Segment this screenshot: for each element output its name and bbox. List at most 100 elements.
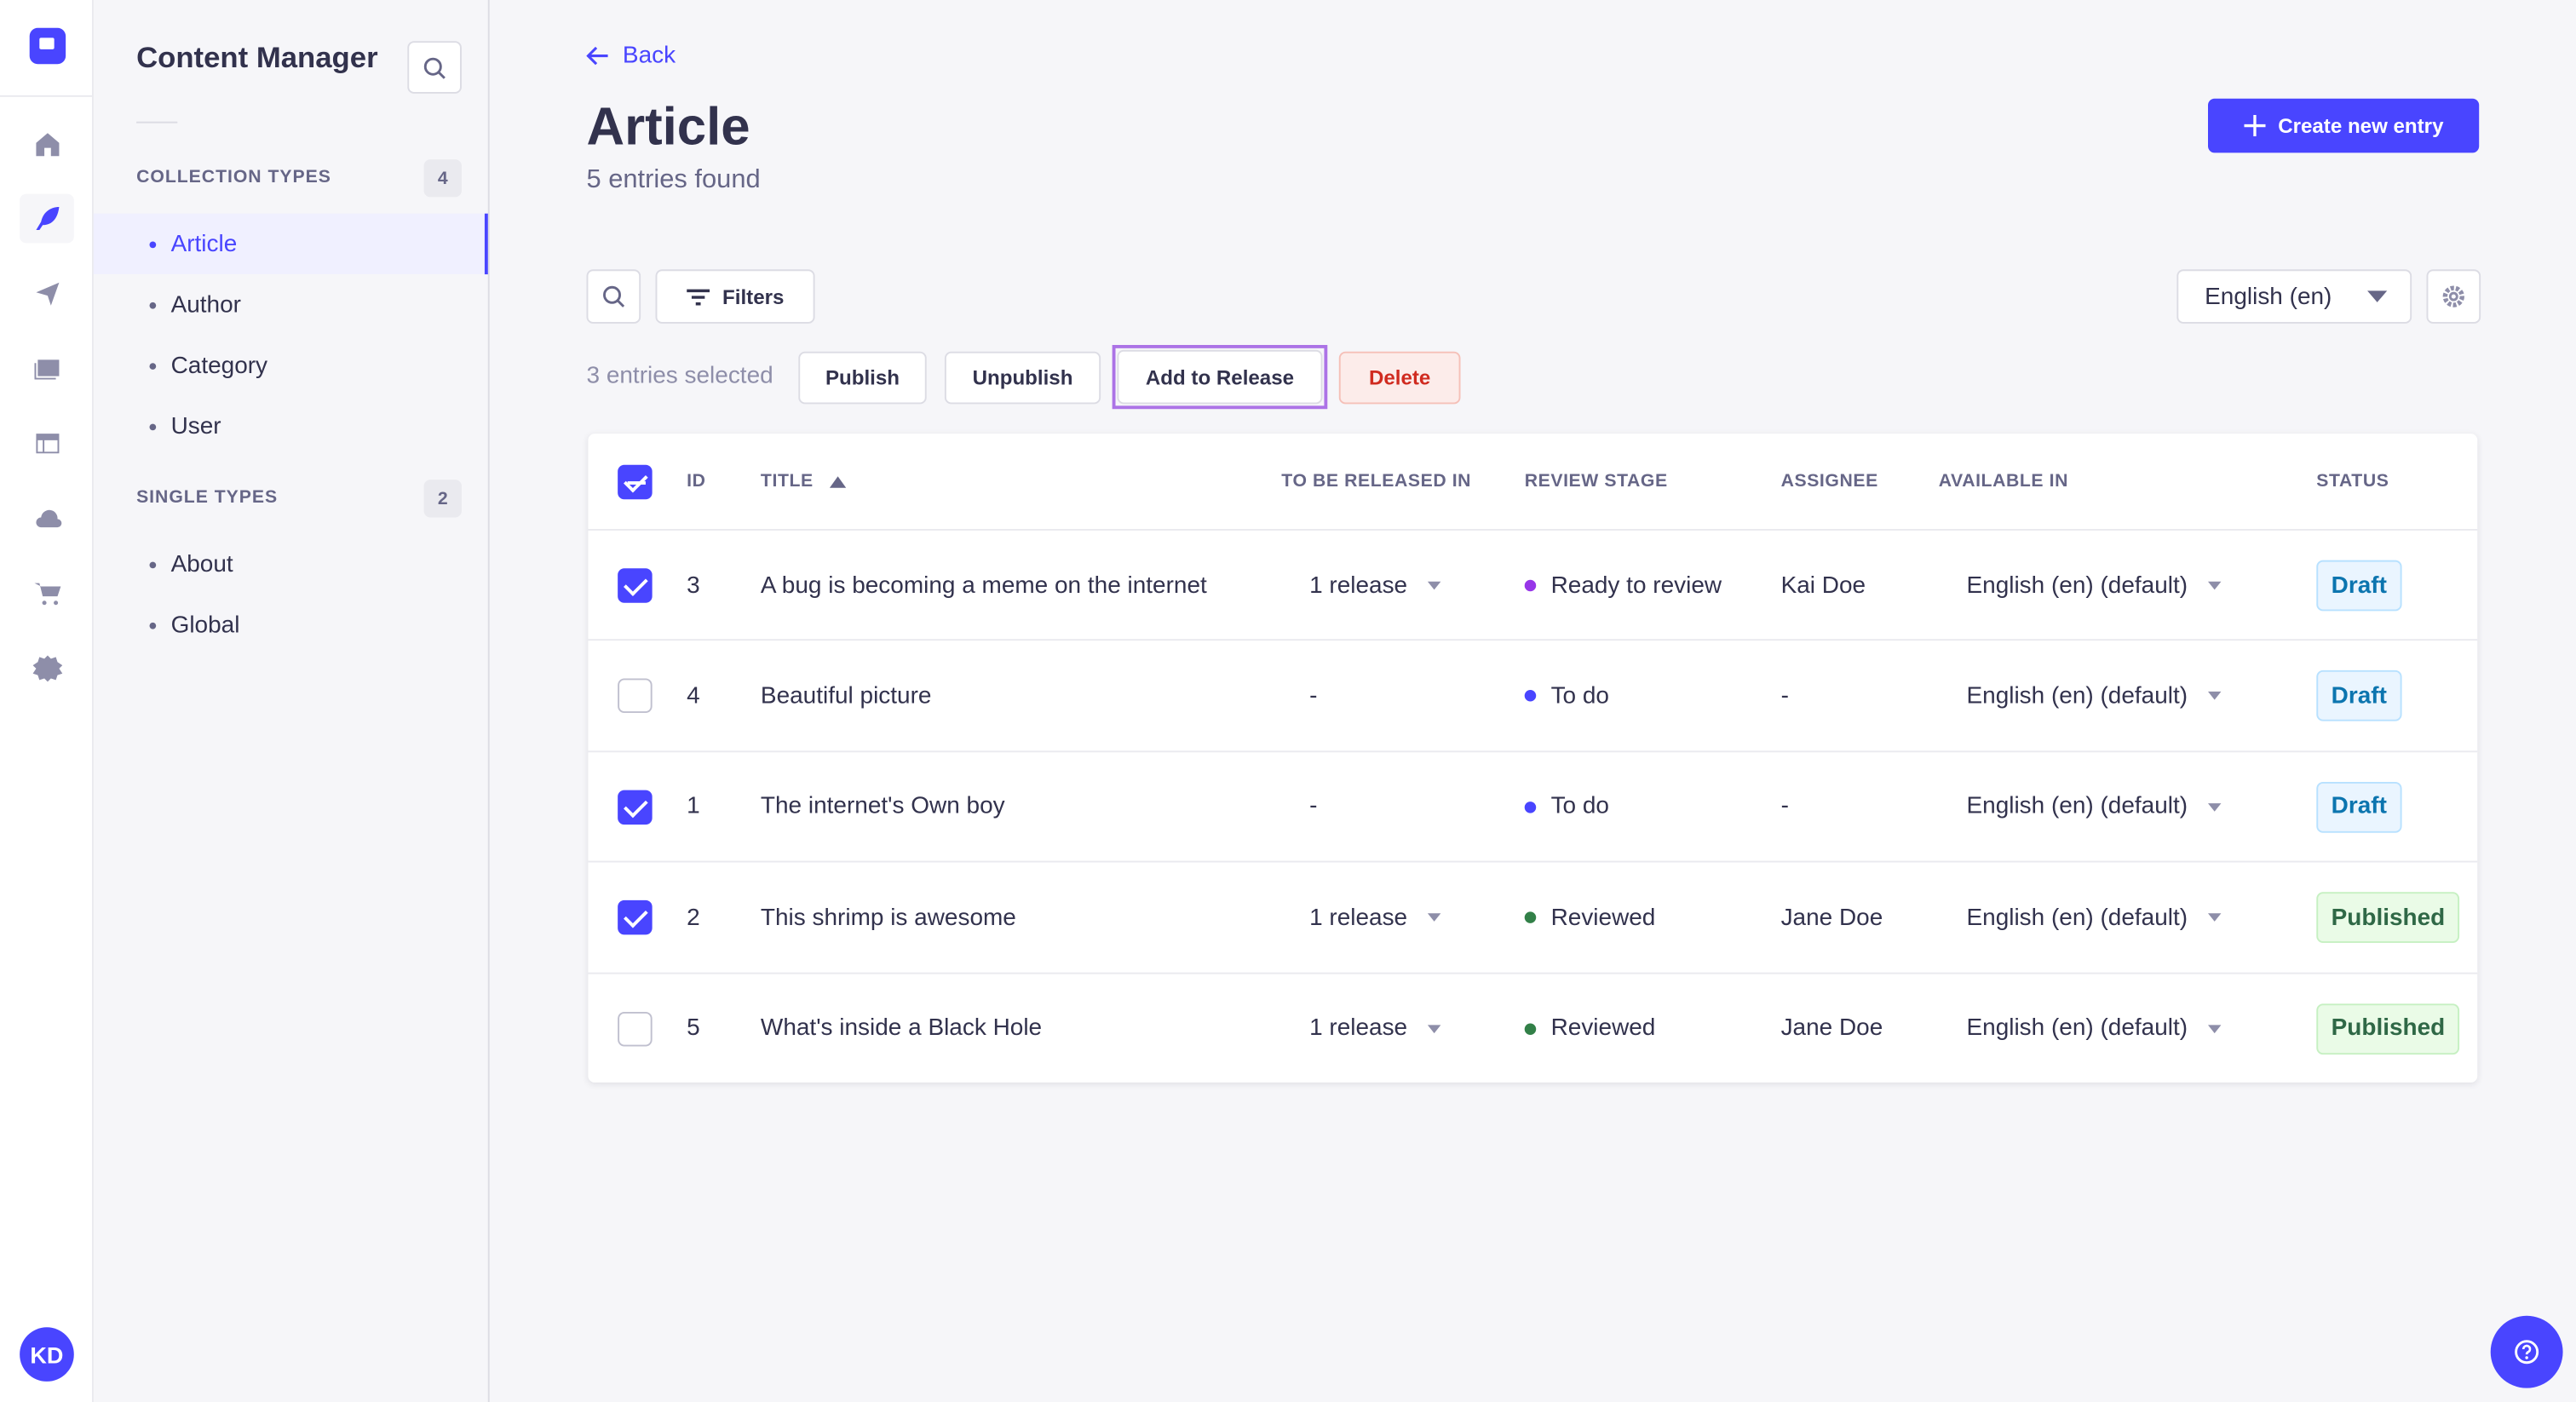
locale-value: English (en) (default) [1966, 905, 2188, 931]
row-title: Beautiful picture [760, 683, 932, 710]
row-release[interactable]: 1 release [1309, 863, 1440, 973]
sidebar-item-author[interactable]: Author [94, 275, 488, 336]
sidebar-item-user[interactable]: User [94, 398, 488, 458]
home-icon [35, 133, 59, 157]
chevron-down-icon [1427, 581, 1440, 590]
table-row[interactable]: 1 The internet's Own boy - To do - Engli… [588, 750, 2478, 862]
chevron-down-icon [1427, 1024, 1440, 1033]
search-icon [423, 56, 446, 78]
stage-label: Reviewed [1550, 1015, 1656, 1042]
sort-ascending-icon [830, 475, 847, 487]
create-entry-label: Create new entry [2278, 114, 2444, 138]
row-id: 5 [687, 1015, 700, 1042]
chevron-down-icon [2207, 692, 2221, 701]
stage-label: Reviewed [1550, 905, 1656, 931]
row-available-in[interactable]: English (en) (default) [1966, 863, 2221, 973]
single-count-badge: 2 [423, 480, 462, 518]
row-review-stage: To do [1524, 752, 1609, 862]
focus-outline [1112, 344, 1328, 410]
collection-count-badge: 4 [423, 159, 462, 198]
row-checkbox[interactable] [618, 790, 653, 825]
stage-dot [1524, 911, 1537, 924]
avatar[interactable]: KD [20, 1327, 74, 1382]
sidebar-item-label: Author [170, 291, 241, 319]
row-title: What's inside a Black Hole [760, 1015, 1043, 1042]
row-checkbox[interactable] [618, 568, 653, 603]
release-value: 1 release [1309, 1015, 1408, 1042]
table-row[interactable]: 4 Beautiful picture - To do - English (e… [588, 639, 2478, 751]
strapi-logo[interactable] [29, 27, 66, 65]
select-all-checkbox[interactable] [618, 464, 653, 500]
row-review-stage: Reviewed [1524, 974, 1656, 1083]
stage-label: To do [1550, 683, 1610, 710]
stage-dot [1524, 579, 1537, 592]
header-status[interactable]: STATUS [2316, 471, 2389, 491]
delete-button[interactable]: Delete [1338, 351, 1461, 405]
row-release[interactable]: 1 release [1309, 974, 1440, 1083]
row-checkbox[interactable] [618, 679, 653, 714]
row-assignee: - [1780, 683, 1789, 710]
single-types-label: SINGLE TYPES [136, 487, 279, 508]
sidebar-item-about[interactable]: About [94, 534, 488, 595]
row-checkbox[interactable] [618, 1011, 653, 1046]
row-available-in[interactable]: English (en) (default) [1966, 752, 2221, 862]
nav-settings[interactable] [20, 644, 74, 693]
header-assignee[interactable]: ASSIGNEE [1780, 471, 1878, 491]
settings-button[interactable] [2426, 269, 2481, 324]
nav-marketplace[interactable] [20, 568, 74, 618]
row-available-in[interactable]: English (en) (default) [1966, 641, 2221, 751]
header-available-in[interactable]: AVAILABLE IN [1938, 471, 2069, 491]
chevron-down-icon [2207, 913, 2221, 922]
table-row[interactable]: 3 A bug is becoming a meme on the intern… [588, 528, 2478, 641]
marketplace-icon [33, 583, 60, 606]
nav-cloud[interactable] [20, 494, 74, 543]
content-manager-sidebar: Content Manager COLLECTION TYPES 4 Artic… [93, 0, 490, 1402]
create-entry-button[interactable]: Create new entry [2207, 98, 2480, 153]
gear-icon [2442, 285, 2464, 307]
row-release[interactable]: 1 release [1309, 531, 1440, 641]
page-title: Article [586, 96, 750, 157]
sidebar-search-button[interactable] [407, 41, 462, 94]
entries-count: 5 entries found [586, 165, 761, 194]
table-row[interactable]: 2 This shrimp is awesome 1 release Revie… [588, 860, 2478, 973]
row-id: 2 [687, 905, 700, 931]
nav-media-library[interactable] [20, 343, 74, 393]
chevron-down-icon [2207, 581, 2221, 590]
row-assignee: Jane Doe [1780, 1015, 1883, 1042]
row-available-in[interactable]: English (en) (default) [1966, 974, 2221, 1083]
collection-types-label: COLLECTION TYPES [136, 167, 331, 187]
row-title: The internet's Own boy [760, 794, 1005, 820]
locale-select[interactable]: English (en) [2176, 269, 2412, 324]
sidebar-item-category[interactable]: Category [94, 336, 488, 397]
content-manager-icon [35, 206, 59, 230]
search-button[interactable] [586, 269, 641, 324]
row-available-in[interactable]: English (en) (default) [1966, 531, 2221, 641]
release-value: 1 release [1309, 905, 1408, 931]
nav-home[interactable] [20, 120, 74, 170]
divider [0, 95, 94, 97]
publish-button[interactable]: Publish [798, 351, 927, 405]
row-checkbox[interactable] [618, 900, 653, 935]
header-release[interactable]: TO BE RELEASED IN [1281, 471, 1472, 491]
row-review-stage: To do [1524, 641, 1610, 751]
unpublish-button[interactable]: Unpublish [944, 351, 1101, 405]
media-library-icon [33, 359, 59, 380]
main-nav: KD [0, 0, 94, 1402]
sidebar-item-article[interactable]: Article [93, 213, 488, 275]
filters-button[interactable]: Filters [655, 269, 815, 324]
add-to-release-button[interactable]: Add to Release [1117, 349, 1323, 405]
header-review-stage[interactable]: REVIEW STAGE [1524, 471, 1668, 491]
nav-content-type-builder[interactable] [20, 419, 74, 468]
chevron-down-icon [2207, 802, 2221, 812]
nav-content-manager[interactable] [20, 193, 74, 244]
table-row[interactable]: 5 What's inside a Black Hole 1 release R… [588, 971, 2478, 1083]
header-title[interactable]: TITLE [761, 471, 847, 491]
header-id[interactable]: ID [687, 471, 706, 491]
entries-table: ID TITLE TO BE RELEASED IN REVIEW STAGE … [588, 434, 2478, 1083]
back-link[interactable]: Back [586, 43, 676, 69]
nav-releases[interactable] [20, 269, 74, 319]
sidebar-item-global[interactable]: Global [94, 595, 488, 656]
help-button[interactable] [2490, 1315, 2563, 1388]
locale-value: English (en) (default) [1966, 1015, 2188, 1042]
status-badge: Draft [2316, 670, 2402, 722]
